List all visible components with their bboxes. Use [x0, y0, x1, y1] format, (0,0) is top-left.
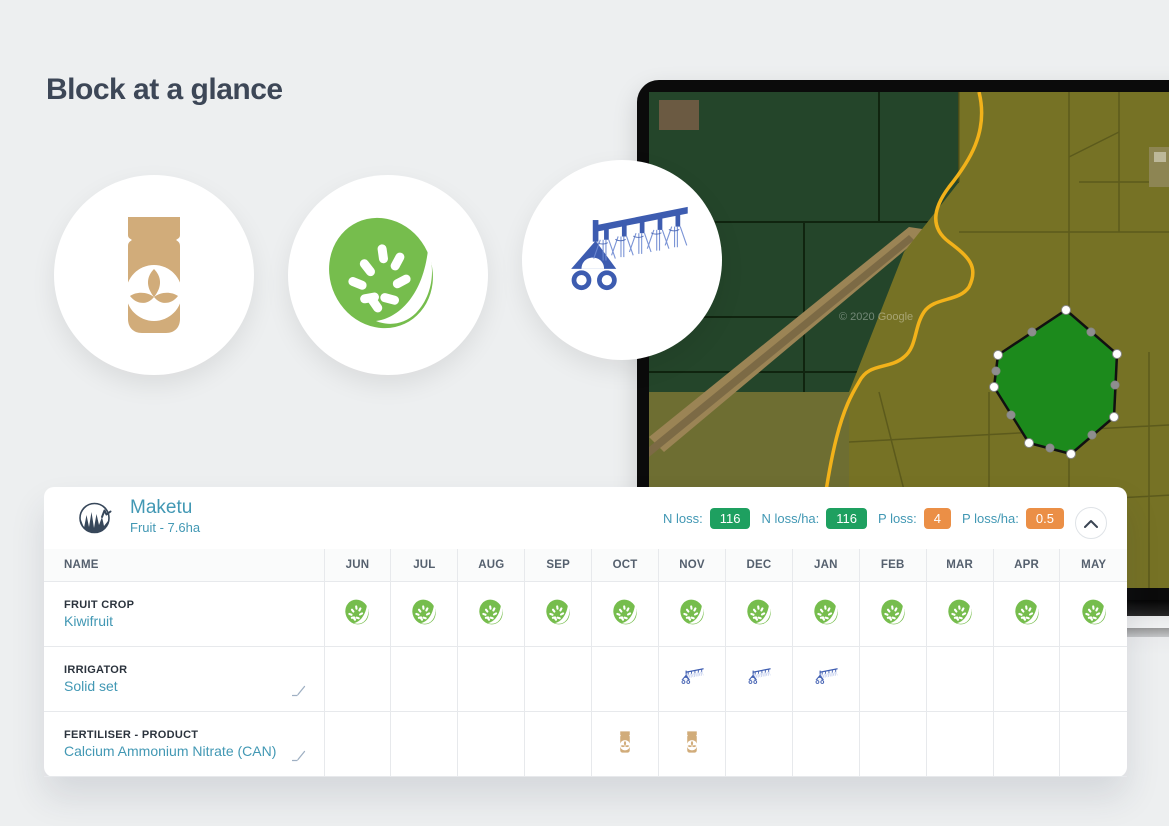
- svg-text:© 2020 Google: © 2020 Google: [839, 311, 913, 323]
